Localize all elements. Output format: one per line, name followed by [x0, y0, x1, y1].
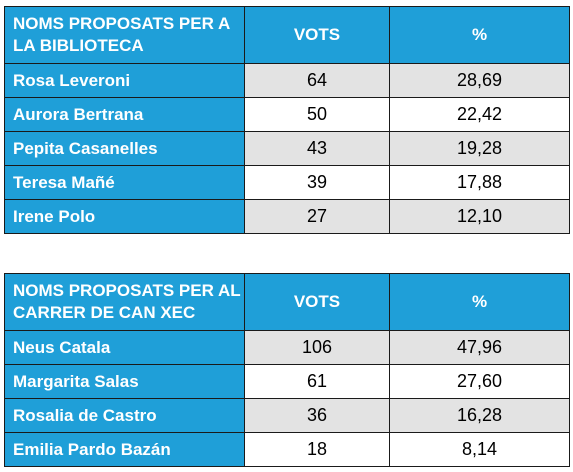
votes-cell: 27	[244, 199, 390, 234]
table-header-row: NOMS PROPOSATS PER AL CARRER DE CAN XEC …	[4, 273, 570, 331]
header-names: NOMS PROPOSATS PER AL CARRER DE CAN XEC	[4, 273, 245, 331]
percent-cell: 16,28	[389, 398, 570, 433]
candidate-name: Margarita Salas	[4, 364, 245, 399]
candidate-name: Neus Catala	[4, 330, 245, 365]
votes-cell: 39	[244, 165, 390, 200]
percent-cell: 47,96	[389, 330, 570, 365]
votes-cell: 50	[244, 97, 390, 132]
candidate-name: Rosa Leveroni	[4, 63, 245, 98]
table-row: Irene Polo 27 12,10	[4, 199, 570, 234]
votes-cell: 18	[244, 432, 390, 467]
table-row: Rosa Leveroni 64 28,69	[4, 63, 570, 98]
header-percent: %	[389, 273, 570, 331]
table-row: Pepita Casanelles 43 19,28	[4, 131, 570, 166]
table-row: Teresa Mañé 39 17,88	[4, 165, 570, 200]
candidate-name: Teresa Mañé	[4, 165, 245, 200]
table-row: Margarita Salas 61 27,60	[4, 364, 570, 399]
percent-cell: 22,42	[389, 97, 570, 132]
percent-cell: 17,88	[389, 165, 570, 200]
candidate-name: Irene Polo	[4, 199, 245, 234]
percent-cell: 19,28	[389, 131, 570, 166]
table-row: Emilia Pardo Bazán 18 8,14	[4, 432, 570, 467]
votes-cell: 106	[244, 330, 390, 365]
table-row: Rosalia de Castro 36 16,28	[4, 398, 570, 433]
votes-cell: 43	[244, 131, 390, 166]
street-names-table: NOMS PROPOSATS PER AL CARRER DE CAN XEC …	[4, 273, 570, 467]
candidate-name: Aurora Bertrana	[4, 97, 245, 132]
votes-cell: 61	[244, 364, 390, 399]
table-row: Neus Catala 106 47,96	[4, 330, 570, 365]
candidate-name: Emilia Pardo Bazán	[4, 432, 245, 467]
percent-cell: 27,60	[389, 364, 570, 399]
votes-cell: 64	[244, 63, 390, 98]
table-header-row: NOMS PROPOSATS PER A LA BIBLIOTECA VOTS …	[4, 6, 570, 64]
header-names: NOMS PROPOSATS PER A LA BIBLIOTECA	[4, 6, 245, 64]
percent-cell: 8,14	[389, 432, 570, 467]
table-row: Aurora Bertrana 50 22,42	[4, 97, 570, 132]
percent-cell: 12,10	[389, 199, 570, 234]
candidate-name: Rosalia de Castro	[4, 398, 245, 433]
header-votes: VOTS	[244, 273, 390, 331]
candidate-name: Pepita Casanelles	[4, 131, 245, 166]
percent-cell: 28,69	[389, 63, 570, 98]
votes-cell: 36	[244, 398, 390, 433]
header-votes: VOTS	[244, 6, 390, 64]
header-percent: %	[389, 6, 570, 64]
library-names-table: NOMS PROPOSATS PER A LA BIBLIOTECA VOTS …	[4, 6, 570, 234]
